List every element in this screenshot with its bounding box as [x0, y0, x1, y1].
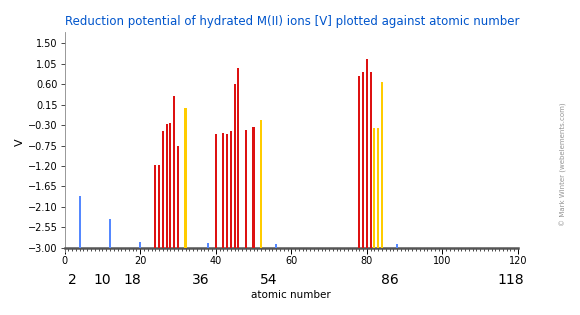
Bar [252, 127, 255, 248]
Bar [362, 72, 364, 248]
Bar [184, 108, 187, 248]
Bar [245, 130, 247, 248]
X-axis label: atomic number: atomic number [252, 290, 331, 300]
Bar [173, 96, 175, 248]
Bar [377, 128, 379, 248]
Bar [207, 243, 209, 248]
Bar [222, 133, 224, 248]
Bar [275, 243, 277, 248]
Bar [169, 123, 172, 248]
Text: © Mark Winter (webelements.com): © Mark Winter (webelements.com) [560, 102, 567, 226]
Bar [79, 196, 81, 248]
Y-axis label: V: V [15, 138, 25, 146]
Bar [234, 84, 235, 248]
Bar [139, 242, 141, 248]
Bar [396, 244, 398, 248]
Bar [154, 165, 157, 248]
Bar [366, 59, 368, 248]
Bar [369, 72, 372, 248]
Bar [358, 77, 360, 248]
Bar [374, 128, 375, 248]
Bar [109, 219, 111, 248]
Bar [226, 134, 228, 248]
Bar [230, 131, 232, 248]
Bar [215, 134, 217, 248]
Bar [162, 131, 164, 248]
Text: Reduction potential of hydrated M(II) ions [V] plotted against atomic number: Reduction potential of hydrated M(II) io… [64, 15, 519, 28]
Bar [158, 165, 160, 248]
Bar [177, 146, 179, 248]
Bar [237, 68, 240, 248]
Bar [165, 124, 168, 248]
Bar [260, 120, 262, 248]
Bar [381, 82, 383, 248]
